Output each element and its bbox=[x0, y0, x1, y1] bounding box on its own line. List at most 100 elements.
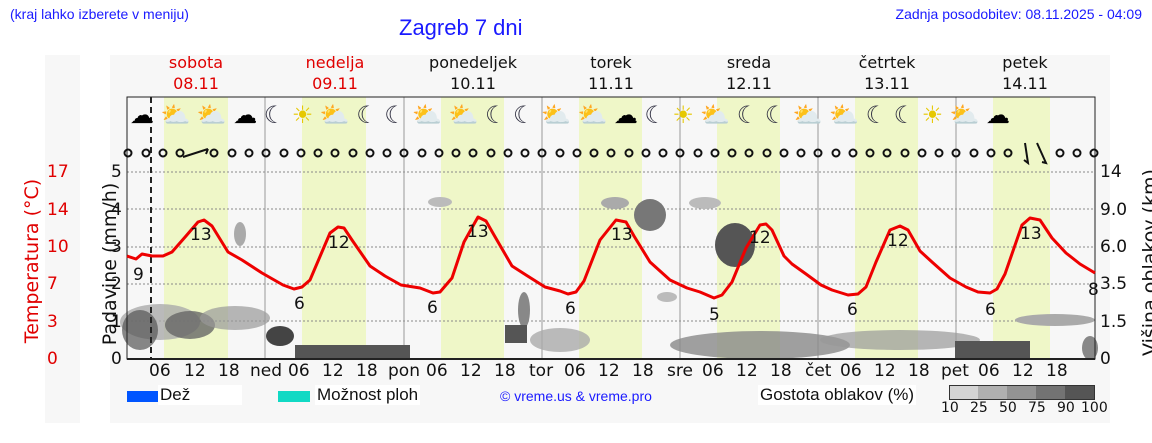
x-tick: sre bbox=[667, 361, 693, 381]
temp-tick: 0 bbox=[47, 349, 58, 369]
density-tick: 50 bbox=[999, 400, 1017, 416]
moon-fog-icon: ☾ bbox=[764, 101, 793, 129]
x-tick: 12 bbox=[184, 361, 206, 381]
moon-cloud-icon: ☁ bbox=[130, 101, 161, 129]
precip-tick: 3 bbox=[111, 237, 122, 257]
sun-cloud-icon: ⛅ bbox=[448, 101, 486, 129]
cloud-density-blobs bbox=[120, 197, 1098, 360]
cloud-tick: 6.0 bbox=[1100, 237, 1128, 257]
moon-fog-icon: ☾ bbox=[485, 101, 514, 129]
temperature-line bbox=[126, 215, 1096, 300]
sun-cloud-icon: ⛅ bbox=[577, 101, 614, 129]
temp-annotation: 8 bbox=[1088, 280, 1099, 300]
temp-axis-panel bbox=[45, 55, 80, 423]
x-tick: 12 bbox=[736, 361, 758, 381]
x-tick: 12 bbox=[598, 361, 620, 381]
moon-fog-icon: ☾ bbox=[513, 101, 542, 129]
sun-cloud-icon: ⛅ bbox=[829, 101, 866, 129]
sun-cloud-icon: ⛅ bbox=[541, 101, 578, 129]
cloud-tick: 9.0 bbox=[1100, 200, 1128, 220]
x-tick: 06 bbox=[840, 361, 862, 381]
moon-fog-icon: ☾ bbox=[384, 101, 413, 129]
density-tick: 75 bbox=[1028, 400, 1046, 416]
temp-annotation: 13 bbox=[611, 225, 633, 245]
moon-fog-icon: ☾ bbox=[736, 101, 765, 129]
temp-tick: 3 bbox=[47, 312, 58, 332]
temp-annotation: 6 bbox=[565, 299, 576, 319]
day-header-sat: sobota 08.11 bbox=[168, 53, 224, 93]
temp-annotation: 6 bbox=[427, 298, 438, 318]
day-header-fri: petek 14.11 bbox=[1002, 53, 1048, 93]
sun-cloud-icon: ⛅ bbox=[700, 101, 737, 129]
x-tick: 18 bbox=[770, 361, 792, 381]
x-tick: 06 bbox=[426, 361, 448, 381]
x-tick: 18 bbox=[356, 361, 378, 381]
last-update: Zadnja posodobitev: 08.11.2025 - 04:09 bbox=[895, 6, 1142, 22]
cloud-density-label: Gostota oblakov (%) bbox=[758, 385, 917, 405]
rain-legend-label: Dež bbox=[158, 385, 242, 405]
daylight-bands bbox=[164, 97, 1050, 359]
x-tick: čet bbox=[805, 361, 832, 381]
temp-annotation: 6 bbox=[847, 300, 858, 320]
weather-icons: ☁⛅⛅☁☾☀⛅☾☾⛅⛅☾☾⛅⛅☁☾☀⛅☾☾⛅⛅☾☾☀⛅☁ bbox=[130, 100, 1017, 130]
moon-fog-icon: ☾ bbox=[893, 101, 922, 129]
x-tick: tor bbox=[529, 361, 554, 381]
temp-annotation: 6 bbox=[985, 300, 996, 320]
temp-annotation: 12 bbox=[328, 233, 350, 253]
precip-tick: 1 bbox=[111, 312, 122, 332]
moon-fog-icon: ☾ bbox=[356, 101, 385, 129]
moon-fog-icon: ☾ bbox=[644, 101, 673, 129]
temp-annotation: 12 bbox=[887, 231, 909, 251]
cloud-tick: 1.5 bbox=[1100, 312, 1128, 332]
temp-annotation: 6 bbox=[294, 294, 305, 314]
x-tick: 12 bbox=[322, 361, 344, 381]
temp-tick: 7 bbox=[47, 274, 58, 294]
x-tick: 12 bbox=[874, 361, 896, 381]
sun-cloud-icon: ⛅ bbox=[412, 101, 449, 129]
cloud-tick: 0 bbox=[1100, 349, 1111, 369]
temp-annotation: 13 bbox=[467, 222, 489, 242]
day-header-tue: torek 11.11 bbox=[588, 53, 634, 93]
day-separators bbox=[264, 97, 957, 359]
x-tick: 06 bbox=[149, 361, 171, 381]
temp-annotation: 13 bbox=[190, 225, 212, 245]
x-tick: 18 bbox=[1046, 361, 1068, 381]
temp-annotation: 9 bbox=[133, 265, 144, 285]
x-tick: 12 bbox=[1012, 361, 1034, 381]
x-tick: ned bbox=[250, 361, 283, 381]
day-header-thu: četrtek 13.11 bbox=[858, 53, 916, 93]
precip-tick: 2 bbox=[111, 274, 122, 294]
sun-cloud-icon: ⛅ bbox=[319, 101, 357, 129]
temp-tick: 10 bbox=[47, 237, 69, 257]
temp-tick: 17 bbox=[47, 162, 69, 182]
x-tick: 18 bbox=[908, 361, 930, 381]
storm-swatch bbox=[278, 391, 310, 402]
density-tick: 10 bbox=[941, 400, 959, 416]
credit-link[interactable]: © vreme.us & vreme.pro bbox=[500, 388, 652, 404]
wind-barbs bbox=[182, 142, 1048, 166]
sun-cloud-icon: ⛅ bbox=[792, 101, 830, 129]
temp-annotation: 5 bbox=[709, 305, 720, 325]
day-header-mon: ponedeljek 10.11 bbox=[429, 53, 517, 93]
sun-fog-icon: ☀ bbox=[291, 101, 320, 129]
location-hint: (kraj lahko izberete v meniju) bbox=[10, 6, 189, 22]
sun-fog-icon: ☀ bbox=[672, 101, 701, 129]
day-header-sun: nedelja 09.11 bbox=[305, 53, 365, 93]
moon-cloud-icon: ☁ bbox=[233, 101, 264, 129]
x-tick: 06 bbox=[702, 361, 724, 381]
page-title: Zagreb 7 dni bbox=[399, 15, 523, 40]
wind-markers bbox=[123, 148, 1099, 158]
moon-cloud-icon: ☁ bbox=[986, 101, 1017, 129]
sun-cloud-icon: ⛅ bbox=[196, 101, 234, 129]
moon-cloud-icon: ☁ bbox=[613, 101, 645, 129]
precip-tick: 5 bbox=[111, 162, 122, 182]
x-tick: pon bbox=[388, 361, 420, 381]
density-tick: 100 bbox=[1081, 400, 1108, 416]
gridlines bbox=[127, 171, 1095, 322]
sun-cloud-icon: ⛅ bbox=[949, 101, 986, 129]
cloud-tick: 3.5 bbox=[1100, 274, 1128, 294]
x-tick: 18 bbox=[632, 361, 654, 381]
temp-tick: 14 bbox=[47, 200, 69, 220]
temp-annotation: 13 bbox=[1020, 224, 1042, 244]
